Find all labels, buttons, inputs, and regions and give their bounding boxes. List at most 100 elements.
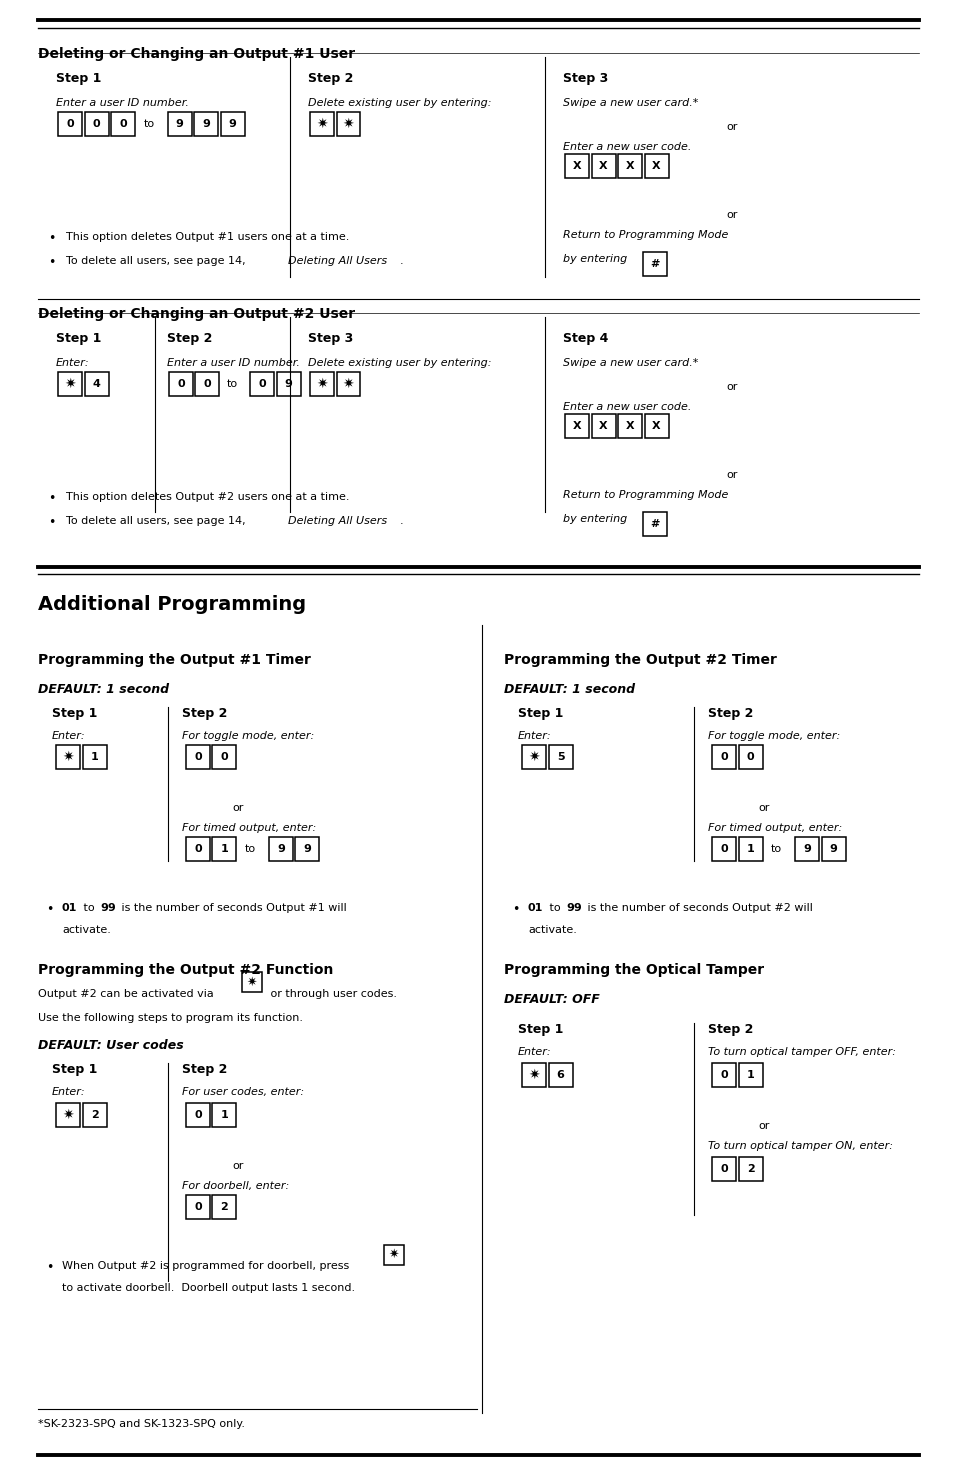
Text: ✷: ✷: [315, 378, 328, 391]
Text: Use the following steps to program its function.: Use the following steps to program its f…: [38, 1013, 303, 1024]
FancyBboxPatch shape: [310, 112, 334, 136]
Text: Step 1: Step 1: [517, 1024, 563, 1035]
FancyBboxPatch shape: [242, 972, 262, 993]
Text: X: X: [652, 161, 660, 171]
Text: 5: 5: [557, 752, 564, 763]
Text: 0: 0: [66, 119, 73, 128]
Text: Step 3: Step 3: [562, 72, 608, 86]
FancyBboxPatch shape: [169, 372, 193, 395]
Text: Enter a new user code.: Enter a new user code.: [562, 142, 691, 152]
Text: 01: 01: [62, 903, 77, 913]
Text: Step 1: Step 1: [56, 332, 101, 345]
Text: Enter:: Enter:: [52, 1087, 86, 1097]
FancyBboxPatch shape: [644, 414, 668, 438]
FancyBboxPatch shape: [213, 836, 236, 861]
FancyBboxPatch shape: [711, 745, 735, 768]
Text: Step 2: Step 2: [182, 707, 227, 720]
FancyBboxPatch shape: [548, 1063, 572, 1087]
Text: 0: 0: [258, 379, 266, 389]
Text: Step 2: Step 2: [182, 1063, 227, 1075]
Text: Enter a new user code.: Enter a new user code.: [562, 403, 691, 412]
Text: or: or: [758, 802, 769, 813]
Text: 9: 9: [202, 119, 210, 128]
Text: 9: 9: [284, 379, 293, 389]
FancyBboxPatch shape: [618, 414, 641, 438]
FancyBboxPatch shape: [213, 1103, 236, 1127]
Text: X: X: [572, 420, 580, 431]
Text: Enter:: Enter:: [52, 732, 86, 740]
Text: 9: 9: [303, 844, 311, 854]
Text: Step 2: Step 2: [308, 72, 353, 86]
Text: For doorbell, enter:: For doorbell, enter:: [182, 1181, 289, 1190]
FancyBboxPatch shape: [111, 112, 135, 136]
Text: Swipe a new user card.*: Swipe a new user card.*: [562, 358, 698, 367]
Text: ✷: ✷: [342, 117, 354, 131]
Text: to: to: [80, 903, 98, 913]
Text: 0: 0: [720, 1069, 727, 1080]
Text: •: •: [512, 903, 518, 916]
FancyBboxPatch shape: [82, 745, 107, 768]
Text: To delete all users, see page 14,: To delete all users, see page 14,: [66, 257, 249, 266]
Text: Step 3: Step 3: [308, 332, 353, 345]
Text: Swipe a new user card.*: Swipe a new user card.*: [562, 97, 698, 108]
Text: 9: 9: [276, 844, 285, 854]
Text: to: to: [143, 119, 154, 128]
Text: X: X: [572, 161, 580, 171]
FancyBboxPatch shape: [642, 512, 666, 535]
Text: 0: 0: [746, 752, 754, 763]
Text: X: X: [598, 420, 607, 431]
Text: is the number of seconds Output #2 will: is the number of seconds Output #2 will: [583, 903, 812, 913]
Text: 2: 2: [220, 1202, 228, 1212]
FancyBboxPatch shape: [56, 1103, 80, 1127]
Text: For timed output, enter:: For timed output, enter:: [182, 823, 315, 833]
Text: Deleting or Changing an Output #2 User: Deleting or Changing an Output #2 User: [38, 307, 355, 322]
Text: ✷: ✷: [64, 378, 75, 391]
Text: Step 1: Step 1: [56, 72, 101, 86]
Text: This option deletes Output #1 users one at a time.: This option deletes Output #1 users one …: [66, 232, 349, 242]
Text: X: X: [598, 161, 607, 171]
Text: Delete existing user by entering:: Delete existing user by entering:: [308, 97, 491, 108]
Text: 0: 0: [204, 379, 212, 389]
Text: 9: 9: [829, 844, 837, 854]
FancyBboxPatch shape: [250, 372, 274, 395]
Text: Enter:: Enter:: [517, 1047, 551, 1058]
Text: to: to: [770, 844, 781, 854]
FancyBboxPatch shape: [521, 1063, 545, 1087]
Text: 2: 2: [746, 1164, 754, 1174]
Text: For toggle mode, enter:: For toggle mode, enter:: [182, 732, 314, 740]
Text: to: to: [545, 903, 563, 913]
Text: .: .: [399, 257, 403, 266]
Text: •: •: [46, 1261, 53, 1274]
FancyBboxPatch shape: [168, 112, 192, 136]
Text: to: to: [227, 379, 238, 389]
Text: Deleting All Users: Deleting All Users: [288, 516, 387, 527]
FancyBboxPatch shape: [644, 153, 668, 178]
FancyBboxPatch shape: [738, 1063, 761, 1087]
Text: Additional Programming: Additional Programming: [38, 594, 306, 614]
FancyBboxPatch shape: [738, 836, 761, 861]
FancyBboxPatch shape: [310, 372, 334, 395]
Text: ✷: ✷: [528, 1068, 539, 1083]
Text: Step 1: Step 1: [52, 1063, 97, 1075]
FancyBboxPatch shape: [738, 1156, 761, 1181]
Text: Step 4: Step 4: [562, 332, 608, 345]
Text: Enter a user ID number.: Enter a user ID number.: [167, 358, 299, 367]
Text: •: •: [46, 903, 53, 916]
FancyBboxPatch shape: [85, 112, 109, 136]
FancyBboxPatch shape: [58, 112, 82, 136]
FancyBboxPatch shape: [220, 112, 244, 136]
Text: Step 2: Step 2: [707, 1024, 753, 1035]
Text: This option deletes Output #2 users one at a time.: This option deletes Output #2 users one …: [66, 493, 349, 502]
Text: 1: 1: [91, 752, 98, 763]
FancyBboxPatch shape: [186, 1195, 210, 1218]
Text: 0: 0: [194, 752, 202, 763]
FancyBboxPatch shape: [794, 836, 818, 861]
FancyBboxPatch shape: [711, 1156, 735, 1181]
Text: 0: 0: [177, 379, 185, 389]
Text: X: X: [625, 161, 634, 171]
Text: or: or: [725, 122, 737, 131]
Text: 0: 0: [220, 752, 228, 763]
Text: Enter:: Enter:: [517, 732, 551, 740]
Text: DEFAULT: OFF: DEFAULT: OFF: [503, 993, 599, 1006]
Text: Deleting or Changing an Output #1 User: Deleting or Changing an Output #1 User: [38, 47, 355, 60]
